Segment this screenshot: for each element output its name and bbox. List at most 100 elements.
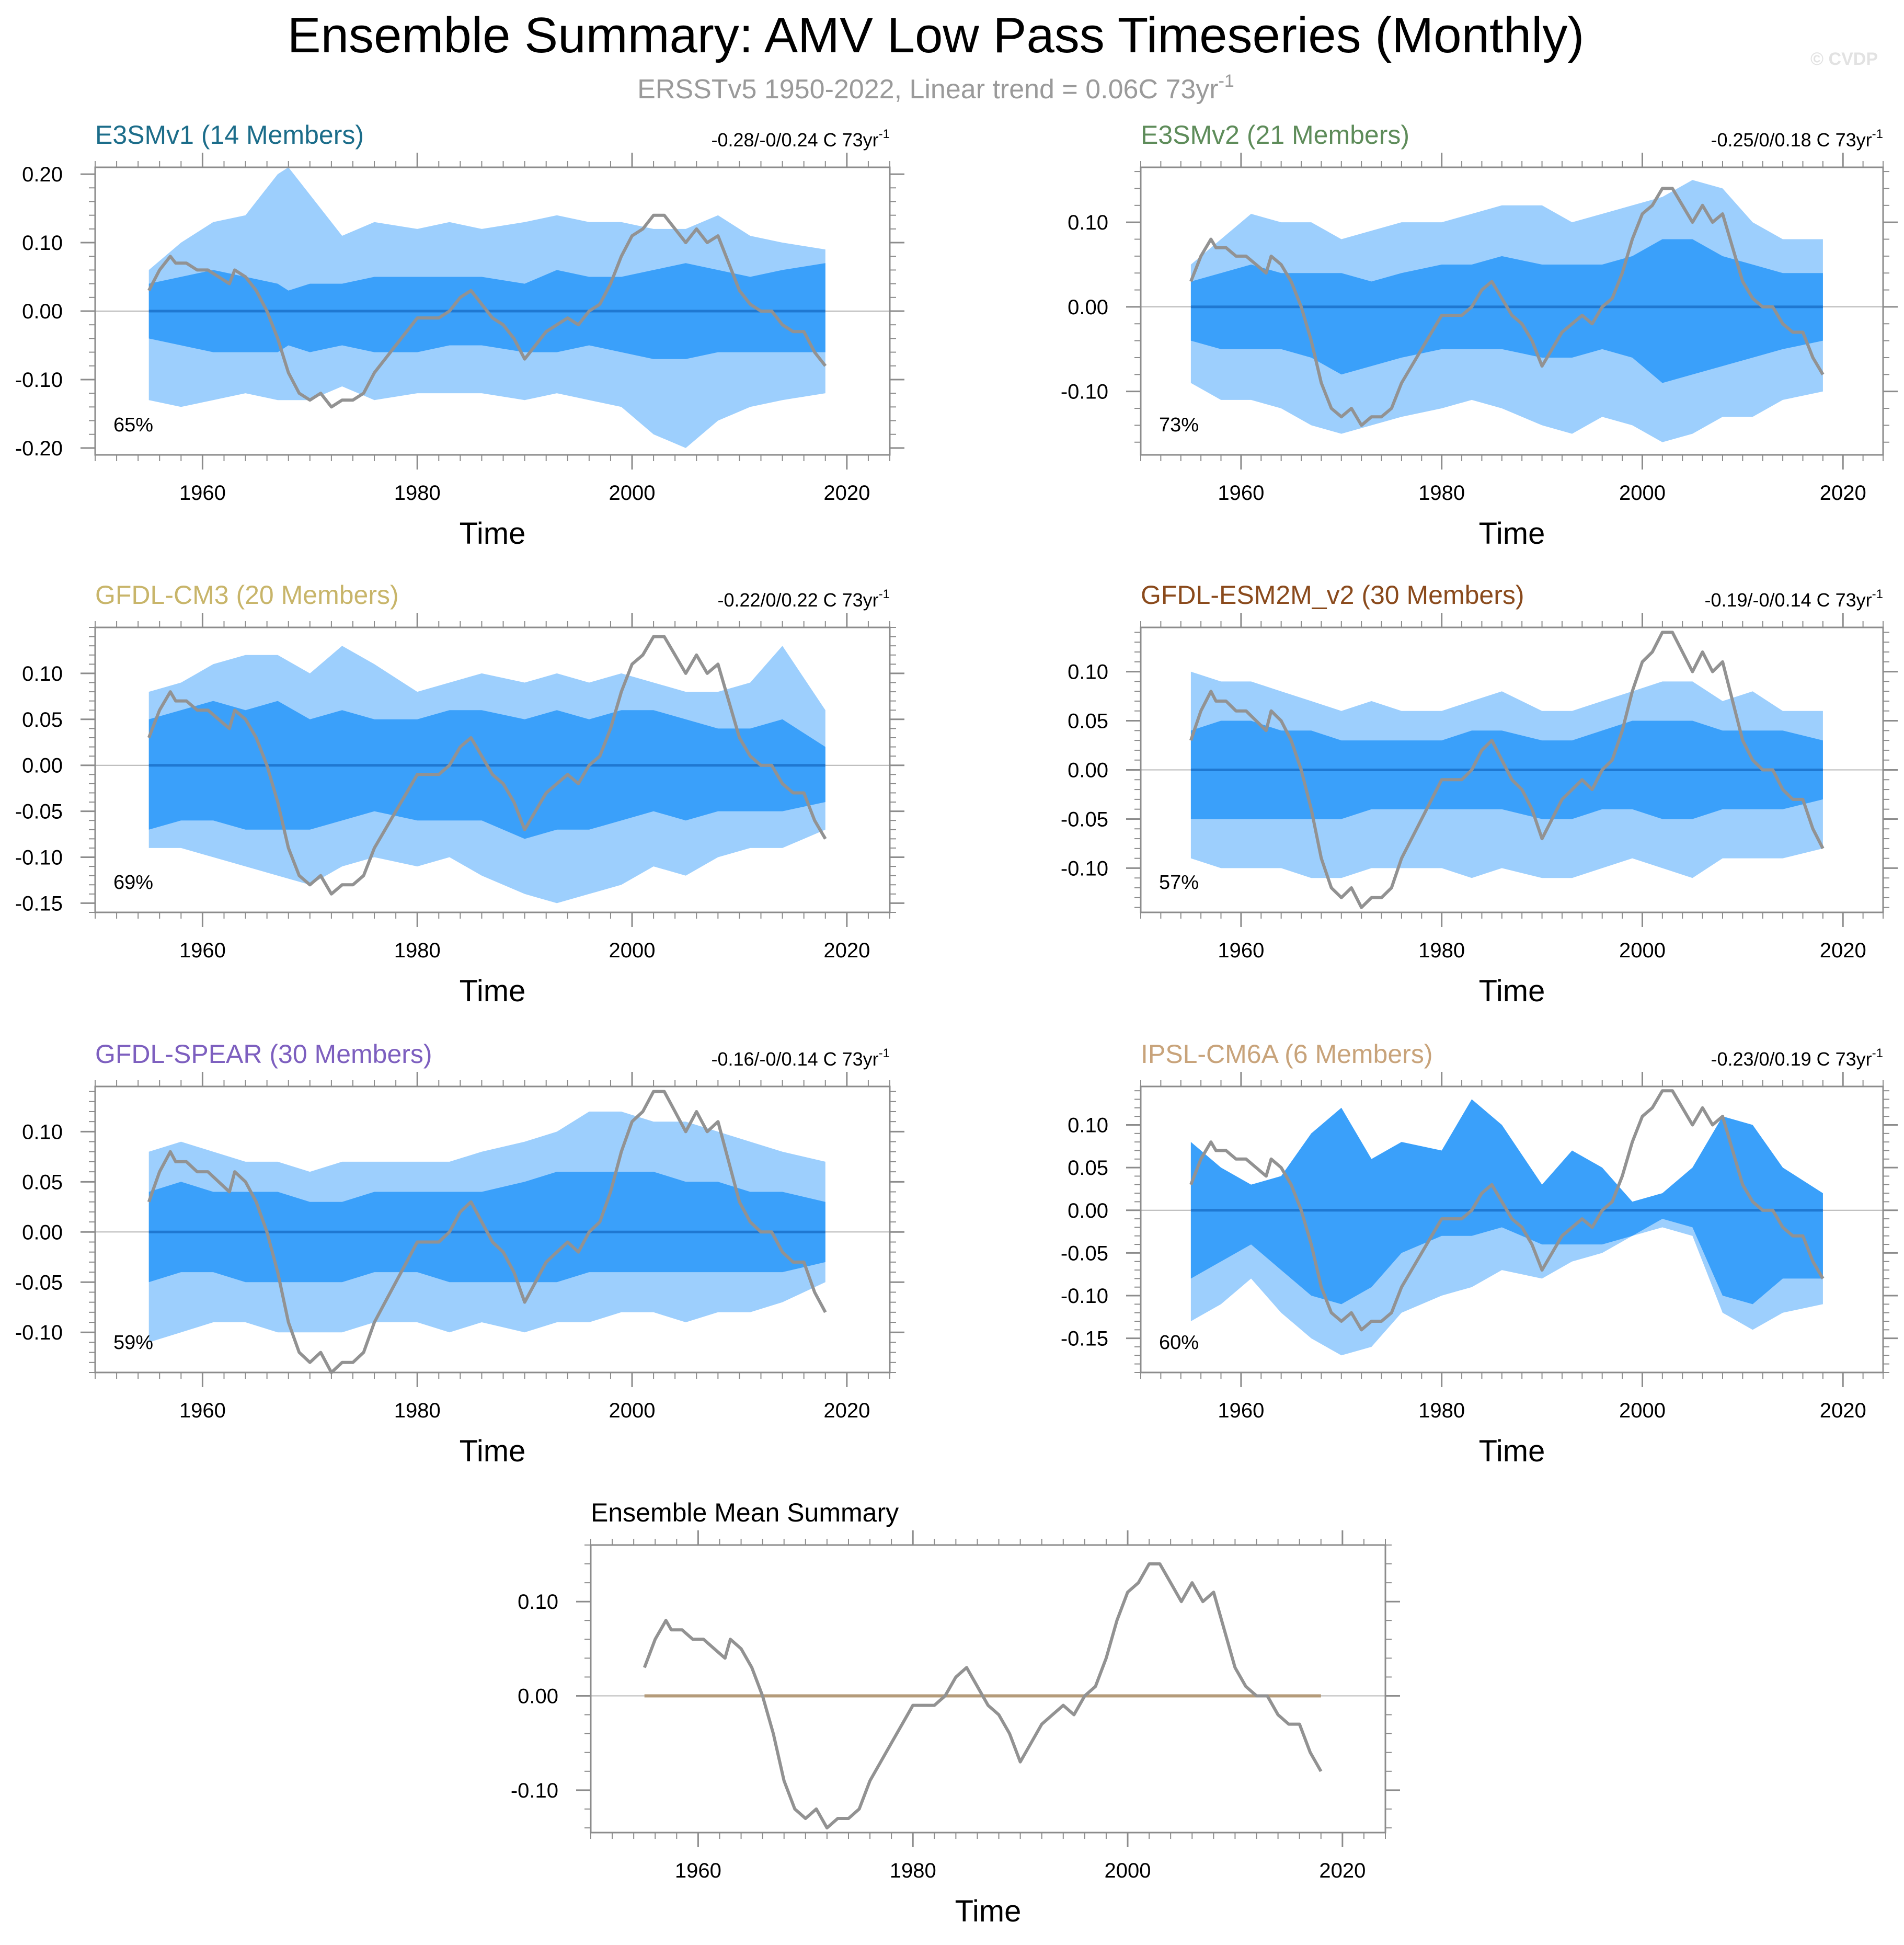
y-tick-label: -0.10 xyxy=(511,1779,558,1802)
y-tick-label: 0.10 xyxy=(1068,1114,1108,1137)
x-tick-label: 2000 xyxy=(1619,482,1666,505)
plot-frame xyxy=(1140,1085,1884,1374)
observed-line xyxy=(147,213,827,409)
y-tick-label: 0.00 xyxy=(22,300,63,323)
panel-gfdl-cm3: GFDL-CM3 (20 Members) -0.22/0/0.22 C 73yr… xyxy=(15,580,904,1008)
observed-line xyxy=(147,635,827,896)
x-tick-label: 1960 xyxy=(675,1859,721,1882)
trend-label-exponent: -1 xyxy=(1872,127,1883,141)
trend-label: -0.28/-0/0.24 C 73yr-1 xyxy=(711,127,890,151)
x-tick-label: 2020 xyxy=(1820,939,1866,962)
panel-title: Ensemble Mean Summary xyxy=(591,1498,899,1527)
trend-label: -0.22/0/0.22 C 73yr-1 xyxy=(717,587,890,611)
plot-frame xyxy=(94,1085,891,1374)
panel-e3smv1: E3SMv1 (14 Members) -0.28/-0/0.24 C 73yr-… xyxy=(15,120,904,551)
panel-title: IPSL-CM6A (6 Members) xyxy=(1141,1039,1432,1069)
x-tick-label: 1960 xyxy=(179,939,226,962)
y-tick-label: -0.05 xyxy=(15,1271,63,1294)
x-tick-label: 1960 xyxy=(1218,482,1264,505)
x-tick-label: 1960 xyxy=(179,482,226,505)
trend-label: -0.19/-0/0.14 C 73yr-1 xyxy=(1704,587,1883,611)
trend-label: -0.23/0/0.19 C 73yr-1 xyxy=(1711,1046,1883,1070)
y-tick-label: -0.05 xyxy=(1061,1242,1108,1265)
trend-label-exponent: -1 xyxy=(879,587,890,601)
x-tick-label: 1980 xyxy=(890,1859,936,1882)
percent-label: 59% xyxy=(113,1332,153,1354)
trend-label-main: -0.16/-0/0.14 C 73yr xyxy=(711,1048,878,1070)
x-axis-title: Time xyxy=(460,517,526,551)
y-tick-label: -0.15 xyxy=(15,892,63,915)
y-tick-label: 0.10 xyxy=(518,1591,558,1614)
observed-line xyxy=(147,1090,827,1374)
y-tick-label: 0.10 xyxy=(22,1120,63,1143)
x-axis-title: Time xyxy=(460,974,526,1008)
x-tick-label: 2020 xyxy=(1820,1399,1866,1422)
x-tick-label: 2020 xyxy=(823,1399,870,1422)
trend-label-main: -0.28/-0/0.24 C 73yr xyxy=(711,129,878,151)
x-tick-label: 2000 xyxy=(1105,1859,1151,1882)
y-tick-label: -0.10 xyxy=(15,1321,63,1344)
y-tick-label: -0.10 xyxy=(1061,1285,1108,1308)
x-tick-label: 2020 xyxy=(1820,482,1866,505)
x-tick-label: 2000 xyxy=(1619,939,1666,962)
percent-label: 69% xyxy=(113,872,153,894)
x-tick-label: 1980 xyxy=(1418,939,1465,962)
y-tick-label: 0.05 xyxy=(22,1171,63,1194)
y-tick-label: -0.10 xyxy=(15,846,63,869)
panel-title: E3SMv2 (21 Members) xyxy=(1141,120,1409,150)
panel-ensemble-mean: Ensemble Mean Summary 1960 1980 2000 2020 0.1… xyxy=(511,1498,1400,1928)
chart-panels: E3SMv1 (14 Members) -0.28/-0/0.24 C 73yr-… xyxy=(15,120,1898,1928)
percent-label: 65% xyxy=(113,414,153,436)
plot-frame xyxy=(94,626,891,913)
panel-e3smv2: E3SMv2 (21 Members) -0.25/0/0.18 C 73yr-1… xyxy=(1061,120,1898,551)
trend-label-main: -0.25/0/0.18 C 73yr xyxy=(1711,129,1872,151)
x-tick-label: 1980 xyxy=(394,939,441,962)
y-tick-label: 0.00 xyxy=(1068,296,1108,319)
panel-gfdl-esm2m: GFDL-ESM2M_v2 (30 Members) -0.19/-0/0.14 … xyxy=(1061,580,1898,1008)
y-tick-label: -0.05 xyxy=(15,800,63,823)
x-tick-label: 1960 xyxy=(179,1399,226,1422)
panel-ipsl-cm6a: IPSL-CM6A (6 Members) -0.23/0/0.19 C 73yr… xyxy=(1061,1039,1898,1468)
x-axis-title: Time xyxy=(955,1894,1022,1928)
y-tick-label: 0.00 xyxy=(1068,1199,1108,1222)
figure-subtitle-exponent: -1 xyxy=(1219,71,1234,91)
y-tick-label: 0.05 xyxy=(22,708,63,731)
x-tick-label: 2020 xyxy=(823,482,870,505)
y-tick-label: 0.00 xyxy=(1068,759,1108,782)
trend-label-exponent: -1 xyxy=(1872,587,1883,601)
x-tick-label: 2000 xyxy=(609,482,656,505)
x-tick-label: 1960 xyxy=(1218,1399,1264,1422)
x-tick-label: 1980 xyxy=(394,482,441,505)
x-tick-label: 2000 xyxy=(1619,1399,1666,1422)
cvdp-watermark: © CVDP xyxy=(1810,49,1878,69)
x-axis-title: Time xyxy=(1479,974,1545,1008)
x-tick-label: 1980 xyxy=(394,1399,441,1422)
y-tick-label: 0.20 xyxy=(22,163,63,186)
percent-label: 57% xyxy=(1159,872,1199,894)
x-tick-label: 2000 xyxy=(609,1399,656,1422)
x-tick-label: 1980 xyxy=(1418,482,1465,505)
x-tick-label: 2020 xyxy=(823,939,870,962)
figure-subtitle-main: ERSSTv5 1950-2022, Linear trend = 0.06C … xyxy=(637,74,1218,105)
figure-title: Ensemble Summary: AMV Low Pass Timeserie… xyxy=(288,7,1585,63)
trend-label-exponent: -1 xyxy=(1872,1046,1883,1060)
y-tick-label: 0.10 xyxy=(1068,211,1108,234)
y-tick-label: -0.10 xyxy=(15,369,63,392)
y-tick-label: 0.00 xyxy=(22,1221,63,1244)
percent-label: 73% xyxy=(1159,414,1199,436)
y-tick-label: -0.10 xyxy=(1061,381,1108,404)
x-axis-title: Time xyxy=(1479,1434,1545,1468)
panel-gfdl-spear: GFDL-SPEAR (30 Members) -0.16/-0/0.14 C 7… xyxy=(15,1039,904,1468)
plot-frame xyxy=(1140,166,1884,456)
x-axis-title: Time xyxy=(1479,517,1545,551)
x-tick-label: 2000 xyxy=(609,939,656,962)
panel-title: GFDL-ESM2M_v2 (30 Members) xyxy=(1141,580,1524,610)
trend-label-exponent: -1 xyxy=(879,127,890,141)
x-tick-label: 1960 xyxy=(1218,939,1264,962)
y-tick-label: 0.05 xyxy=(1068,1157,1108,1180)
y-tick-label: -0.20 xyxy=(15,437,63,460)
y-tick-label: -0.15 xyxy=(1061,1328,1108,1351)
y-tick-label: 0.05 xyxy=(1068,710,1108,733)
